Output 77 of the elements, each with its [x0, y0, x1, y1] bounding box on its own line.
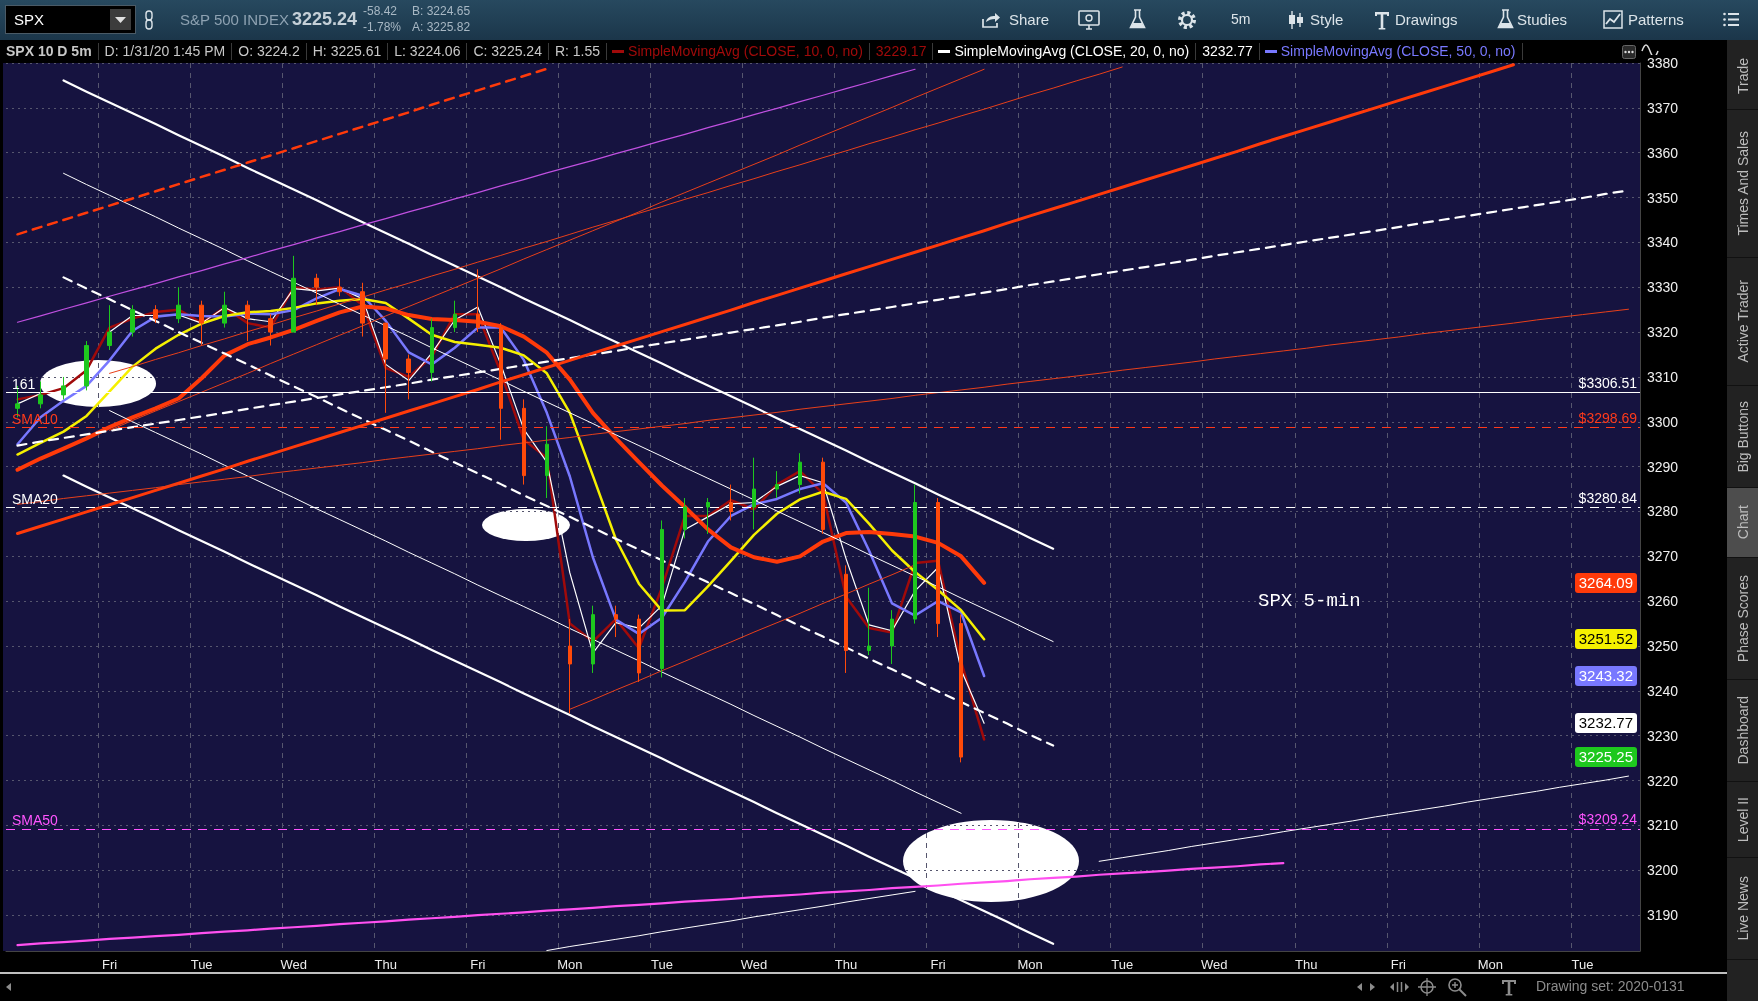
- text: -1.78%: [363, 20, 402, 34]
- x-tick-label: Fri: [101, 957, 118, 972]
- text: 3229.17: [875, 43, 927, 59]
- legend-label: SimpleMovingAvg (CLOSE, 20, 0, no): [954, 43, 1190, 60]
- text: A: 3225.82: [412, 20, 471, 34]
- annotation: SPX 5-min: [1258, 590, 1361, 612]
- annotation: SMA20: [12, 490, 58, 507]
- ref-line-label: $3280.84: [1578, 489, 1638, 506]
- y-tick-label: 3250: [1647, 638, 1679, 655]
- x-tick-label: Fri: [470, 957, 486, 972]
- x-tick-label: Mon: [1017, 957, 1043, 972]
- x-tick-label: Wed: [740, 957, 768, 972]
- side-panel: Trade Times And Sales Active Trader Big Buttons Chart Phase Scores Dashboard Level II Live News: [1727, 40, 1758, 1001]
- text: D: 1/31/20 1:45 PM: [104, 43, 226, 59]
- x-tick-label: Wed: [280, 957, 307, 972]
- annotation: 3243.32: [1574, 665, 1637, 686]
- y-tick-label: 3270: [1647, 548, 1679, 565]
- ref-line-label: $3209.24: [1578, 810, 1638, 827]
- text: S&P 500 INDEX: [180, 10, 289, 28]
- x-tick-label: Thu: [834, 957, 858, 972]
- text: Drawing set: 2020-0131: [1536, 978, 1685, 994]
- y-tick-label: 3330: [1647, 279, 1679, 296]
- x-tick-label: Thu: [1295, 957, 1318, 972]
- text: H: 3225.61: [312, 43, 382, 59]
- y-tick-label: 3340: [1647, 234, 1679, 251]
- y-tick-label: 3380: [1647, 55, 1679, 71]
- y-tick-label: 3320: [1647, 324, 1679, 341]
- y-tick-label: 3260: [1647, 593, 1679, 610]
- text: C: 3225.24: [473, 43, 542, 59]
- x-tick-label: Tue: [190, 957, 213, 972]
- annotation: 3225.25: [1574, 747, 1637, 768]
- x-tick-label: Tue: [1571, 957, 1594, 972]
- text: Patterns: [1628, 10, 1684, 28]
- y-tick-label: 3230: [1647, 727, 1679, 744]
- legend-label: SimpleMovingAvg (CLOSE, 50, 0, no): [1280, 43, 1516, 60]
- annotation: 3251.52: [1574, 629, 1637, 650]
- text: -58.42: [363, 4, 398, 18]
- ref-line-label: $3306.51: [1578, 374, 1638, 391]
- text: O: 3224.2: [238, 43, 300, 59]
- text: R: 1.55: [554, 43, 601, 59]
- ref-line-label: $3298.69: [1578, 409, 1638, 426]
- x-tick-label: Wed: [1200, 957, 1228, 972]
- y-tick-label: 3290: [1647, 458, 1679, 475]
- symbol-field: SPX: [5, 5, 136, 34]
- annotation: 161: [12, 375, 36, 392]
- annotation: 3264.09: [1574, 572, 1637, 593]
- y-tick-label: 3280: [1647, 503, 1679, 520]
- y-tick-label: 3360: [1647, 144, 1679, 161]
- y-tick-label: 3240: [1647, 682, 1679, 699]
- text: Style: [1310, 10, 1344, 28]
- x-tick-label: Fri: [1390, 957, 1407, 972]
- x-tick-label: Mon: [1477, 957, 1504, 972]
- y-tick-label: 3200: [1647, 862, 1679, 879]
- text: 5m: [1231, 11, 1251, 27]
- annotation: SMA50: [12, 811, 58, 828]
- x-tick-label: Tue: [1111, 957, 1134, 972]
- x-tick-label: Mon: [557, 957, 583, 972]
- annotation: 3232.77: [1574, 713, 1637, 734]
- y-tick-label: 3190: [1647, 907, 1679, 924]
- x-tick-label: Tue: [650, 957, 673, 972]
- x-tick-label: Fri: [930, 957, 946, 972]
- text: 3232.77: [1202, 43, 1253, 59]
- text: Share: [1009, 10, 1050, 28]
- y-tick-label: 3210: [1647, 817, 1679, 834]
- x-tick-label: Thu: [374, 957, 397, 972]
- legend-label: SimpleMovingAvg (CLOSE, 10, 0, no): [628, 43, 863, 60]
- text: B: 3224.65: [412, 4, 471, 18]
- chart-title: SPX 10 D 5m: [0, 43, 99, 60]
- y-tick-label: 3350: [1647, 189, 1679, 206]
- text: Studies: [1517, 10, 1568, 28]
- y-tick-label: 3220: [1647, 772, 1679, 789]
- text: 3225.24: [292, 9, 358, 29]
- text: Drawings: [1395, 10, 1458, 28]
- text: L: 3224.06: [394, 43, 461, 59]
- y-tick-label: 3300: [1647, 413, 1679, 430]
- y-tick-label: 3310: [1647, 368, 1679, 385]
- y-tick-label: 3370: [1647, 99, 1679, 116]
